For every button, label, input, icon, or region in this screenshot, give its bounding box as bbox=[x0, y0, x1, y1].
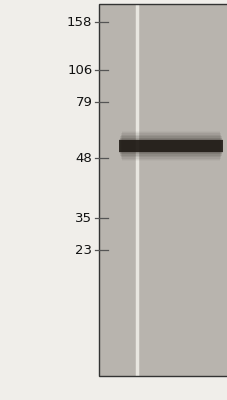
FancyBboxPatch shape bbox=[0, 0, 99, 400]
FancyBboxPatch shape bbox=[99, 4, 227, 376]
FancyBboxPatch shape bbox=[120, 135, 220, 157]
FancyBboxPatch shape bbox=[118, 140, 222, 152]
Text: 106: 106 bbox=[67, 64, 92, 76]
FancyBboxPatch shape bbox=[99, 4, 136, 376]
FancyBboxPatch shape bbox=[118, 139, 222, 153]
FancyBboxPatch shape bbox=[118, 140, 222, 152]
Text: 79: 79 bbox=[75, 96, 92, 108]
Text: 35: 35 bbox=[75, 212, 92, 224]
Text: 48: 48 bbox=[75, 152, 92, 164]
FancyBboxPatch shape bbox=[120, 136, 221, 156]
Text: 23: 23 bbox=[75, 244, 92, 256]
FancyBboxPatch shape bbox=[119, 138, 221, 154]
Text: 158: 158 bbox=[67, 16, 92, 28]
FancyBboxPatch shape bbox=[121, 133, 220, 158]
